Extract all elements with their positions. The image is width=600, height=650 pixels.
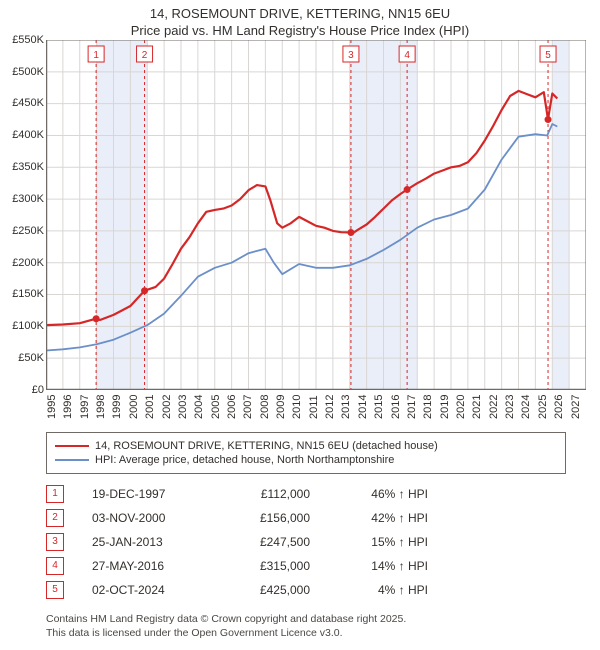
x-tick-label: 2020 [455,390,471,424]
y-tick-label: £350K [12,161,44,173]
y-tick-label: £100K [12,320,44,332]
title-line2: Price paid vs. HM Land Registry's House … [8,23,592,40]
tx-price: £156,000 [230,511,310,525]
legend-label-hpi: HPI: Average price, detached house, Nort… [95,454,394,466]
x-tick-label: 2003 [177,390,193,424]
tx-pct: 14% ↑ HPI [338,559,428,573]
footnote-line2: This data is licensed under the Open Gov… [46,626,592,640]
tx-pct: 42% ↑ HPI [338,511,428,525]
x-tick-label: 1996 [62,390,78,424]
legend: 14, ROSEMOUNT DRIVE, KETTERING, NN15 6EU… [46,432,566,474]
x-tick-label: 2023 [504,390,520,424]
chart-plot: 1 2 3 4 5 [46,40,586,390]
svg-text:2: 2 [142,50,148,61]
x-tick-label: 1999 [111,390,127,424]
tx-price: £247,500 [230,535,310,549]
x-tick-label: 2017 [406,390,422,424]
x-tick-label: 2008 [259,390,275,424]
x-tick-label: 2006 [226,390,242,424]
x-tick-label: 2026 [553,390,569,424]
transaction-row: 1 19-DEC-1997 £112,000 46% ↑ HPI [46,482,592,506]
tx-pct: 4% ↑ HPI [338,583,428,597]
tx-marker: 5 [46,581,64,599]
x-tick-label: 2011 [308,390,324,424]
x-tick-label: 2015 [373,390,389,424]
legend-label-property: 14, ROSEMOUNT DRIVE, KETTERING, NN15 6EU… [95,440,438,452]
tx-date: 19-DEC-1997 [92,487,202,501]
tx-date: 27-MAY-2016 [92,559,202,573]
x-tick-label: 2012 [324,390,340,424]
x-tick-label: 2001 [144,390,160,424]
tx-pct: 46% ↑ HPI [338,487,428,501]
footnote-line1: Contains HM Land Registry data © Crown c… [46,612,592,626]
y-tick-label: £0 [32,384,44,396]
tx-marker: 3 [46,533,64,551]
y-tick-label: £50K [18,352,44,364]
x-tick-label: 2004 [193,390,209,424]
x-tick-label: 1998 [95,390,111,424]
chart-title: 14, ROSEMOUNT DRIVE, KETTERING, NN15 6EU… [8,6,592,40]
x-tick-label: 2018 [422,390,438,424]
tx-marker: 1 [46,485,64,503]
title-line1: 14, ROSEMOUNT DRIVE, KETTERING, NN15 6EU [8,6,592,23]
svg-text:4: 4 [404,50,410,61]
svg-text:5: 5 [545,50,551,61]
y-tick-label: £250K [12,225,44,237]
y-tick-label: £550K [12,34,44,46]
tx-marker: 4 [46,557,64,575]
x-tick-label: 2005 [210,390,226,424]
y-tick-label: £450K [12,97,44,109]
legend-swatch-hpi [55,459,89,461]
x-tick-label: 2025 [537,390,553,424]
x-tick-label: 2007 [242,390,258,424]
x-tick-label: 2016 [390,390,406,424]
y-tick-label: £300K [12,193,44,205]
x-axis-labels: 1995199619971998199920002001200220032004… [46,390,586,424]
x-tick-label: 2027 [570,390,586,424]
tx-date: 03-NOV-2000 [92,511,202,525]
y-axis-labels: £0£50K£100K£150K£200K£250K£300K£350K£400… [8,40,46,390]
tx-marker: 2 [46,509,64,527]
x-tick-label: 2019 [439,390,455,424]
x-tick-label: 2024 [520,390,536,424]
transaction-row: 5 02-OCT-2024 £425,000 4% ↑ HPI [46,578,592,602]
x-tick-label: 2014 [357,390,373,424]
transaction-row: 2 03-NOV-2000 £156,000 42% ↑ HPI [46,506,592,530]
transaction-row: 4 27-MAY-2016 £315,000 14% ↑ HPI [46,554,592,578]
tx-price: £112,000 [230,487,310,501]
tx-price: £315,000 [230,559,310,573]
y-tick-label: £400K [12,129,44,141]
footnote: Contains HM Land Registry data © Crown c… [46,612,592,640]
tx-date: 25-JAN-2013 [92,535,202,549]
x-tick-label: 2022 [488,390,504,424]
x-tick-label: 2000 [128,390,144,424]
x-tick-label: 1997 [79,390,95,424]
svg-text:1: 1 [93,50,99,61]
x-tick-label: 2009 [275,390,291,424]
transactions-table: 1 19-DEC-1997 £112,000 46% ↑ HPI 2 03-NOV-200… [46,482,592,602]
legend-item-hpi: HPI: Average price, detached house, Nort… [55,453,557,467]
x-tick-label: 2013 [340,390,356,424]
tx-pct: 15% ↑ HPI [338,535,428,549]
transaction-row: 3 25-JAN-2013 £247,500 15% ↑ HPI [46,530,592,554]
x-tick-label: 1995 [46,390,62,424]
y-tick-label: £200K [12,257,44,269]
x-tick-label: 2021 [471,390,487,424]
tx-price: £425,000 [230,583,310,597]
legend-item-property: 14, ROSEMOUNT DRIVE, KETTERING, NN15 6EU… [55,439,557,453]
svg-text:3: 3 [348,50,354,61]
legend-swatch-property [55,445,89,447]
tx-date: 02-OCT-2024 [92,583,202,597]
y-tick-label: £150K [12,288,44,300]
x-tick-label: 2010 [291,390,307,424]
x-tick-label: 2002 [161,390,177,424]
y-tick-label: £500K [12,66,44,78]
